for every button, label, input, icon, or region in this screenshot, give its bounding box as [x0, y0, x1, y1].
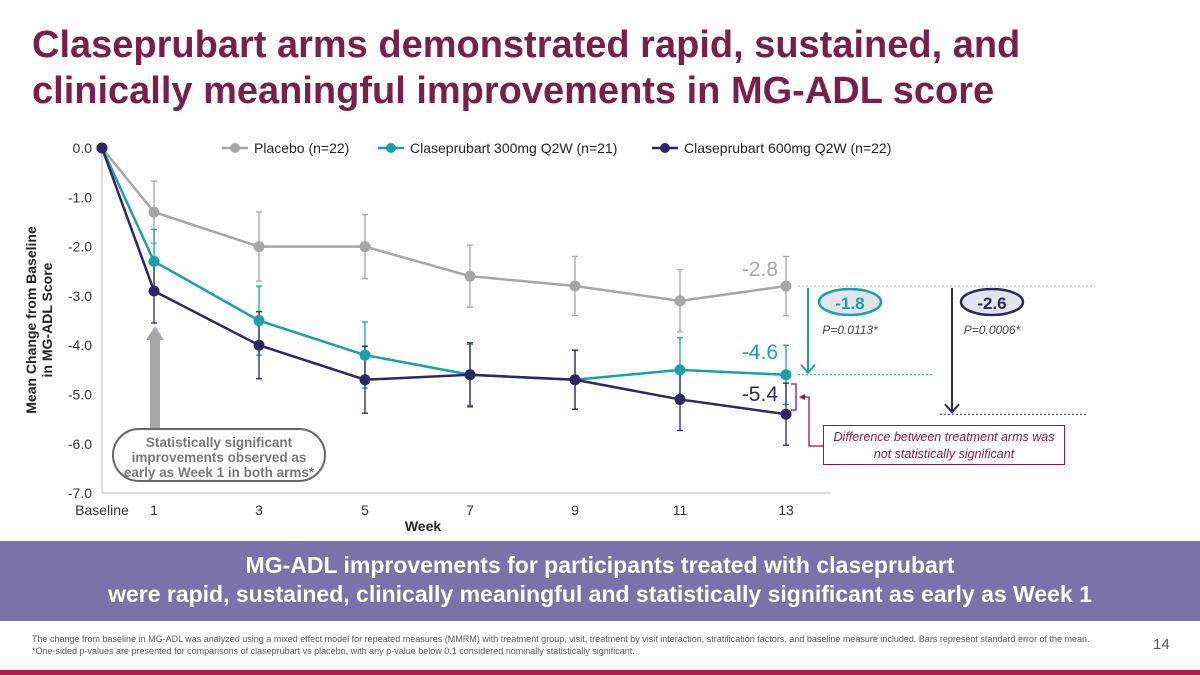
x-tick-label: 1 [150, 502, 158, 518]
x-tick-label: 9 [571, 502, 579, 518]
x-axis-title: Week [405, 518, 442, 534]
y-tick-label: -5.0 [68, 387, 92, 403]
data-point [464, 369, 476, 381]
data-point [780, 280, 792, 292]
page-number: 14 [1153, 636, 1170, 653]
footnote-1: The change from baseline in MG-ADL was a… [32, 634, 1090, 644]
series-line-1 [100, 147, 787, 381]
x-tick-label: 5 [361, 502, 369, 518]
data-point [253, 241, 265, 253]
footnote-2: *One-sided p-values are presented for co… [32, 645, 635, 656]
callout-week1: Statistically significant improvements o… [112, 428, 326, 482]
legend-swatch-marker [230, 143, 240, 153]
legend-label: Claseprubart 300mg Q2W (n=21) [410, 140, 617, 156]
difference-badge [959, 287, 1025, 317]
x-tick-label: 3 [255, 502, 263, 518]
difference-arrow-head [944, 403, 960, 414]
legend-swatch-marker [660, 143, 670, 153]
y-axis-title-line1: Mean Change from Baseline [23, 226, 39, 414]
key-message-banner: MG-ADL improvements for participants tre… [0, 541, 1200, 621]
data-point [569, 374, 581, 386]
banner-line-1: MG-ADL improvements for participants tre… [245, 552, 955, 578]
data-point [148, 285, 160, 297]
week1-arrow-shaft [150, 340, 160, 428]
end-value-label: -4.6 [742, 341, 778, 364]
data-point [569, 280, 581, 292]
difference-value: -2.6 [977, 294, 1006, 313]
legend-label: Placebo (n=22) [254, 140, 349, 156]
data-point [253, 339, 265, 351]
p-value: P=0.0006* [964, 323, 1021, 337]
slide-title: Claseprubart arms demonstrated rapid, su… [32, 24, 1021, 112]
x-tick-label: 7 [466, 502, 474, 518]
data-point [674, 295, 686, 307]
y-tick-label: 0.0 [73, 140, 93, 156]
y-tick-label: -7.0 [68, 485, 92, 501]
y-tick-label: -4.0 [68, 337, 92, 353]
series-line-0 [101, 147, 787, 303]
data-point [96, 142, 108, 154]
difference-value: -1.8 [835, 294, 864, 313]
week1-arrow-head [146, 326, 164, 340]
y-tick-label: -3.0 [68, 288, 92, 304]
legend-swatch-marker [386, 143, 396, 153]
data-point [148, 206, 160, 218]
series-line-2 [100, 147, 787, 416]
data-point [148, 255, 160, 267]
footnotes: The change from baseline in MG-ADL was a… [32, 634, 1112, 657]
difference-badge [817, 287, 883, 317]
bracket [791, 383, 797, 411]
data-point [780, 369, 792, 381]
p-value: P=0.0113* [822, 323, 878, 337]
end-value-label: -5.4 [742, 383, 779, 406]
x-tick-label: Baseline [75, 502, 129, 518]
data-point [359, 349, 371, 361]
legend-label: Claseprubart 600mg Q2W (n=22) [684, 140, 891, 156]
data-point [359, 241, 371, 253]
data-point [780, 408, 792, 420]
end-value-label: -2.8 [742, 258, 778, 281]
x-tick-label: 13 [778, 502, 794, 518]
data-point [359, 374, 371, 386]
y-tick-label: -2.0 [68, 239, 92, 255]
note-difference: Difference between treatment arms was no… [823, 425, 1065, 465]
y-axis-title-line2: in MG-ADL Score [39, 262, 55, 377]
bottom-accent-bar [0, 670, 1200, 675]
note-connector-arrowhead [799, 394, 805, 400]
note-connector [804, 396, 823, 447]
difference-arrow-head [800, 364, 816, 375]
y-tick-label: -6.0 [68, 436, 92, 452]
data-point [674, 393, 686, 405]
y-tick-label: -1.0 [68, 189, 92, 205]
data-point [674, 364, 686, 376]
banner-line-2: were rapid, sustained, clinically meanin… [108, 581, 1092, 607]
x-tick-label: 11 [673, 502, 688, 518]
data-point [253, 315, 265, 327]
data-point [464, 270, 476, 282]
